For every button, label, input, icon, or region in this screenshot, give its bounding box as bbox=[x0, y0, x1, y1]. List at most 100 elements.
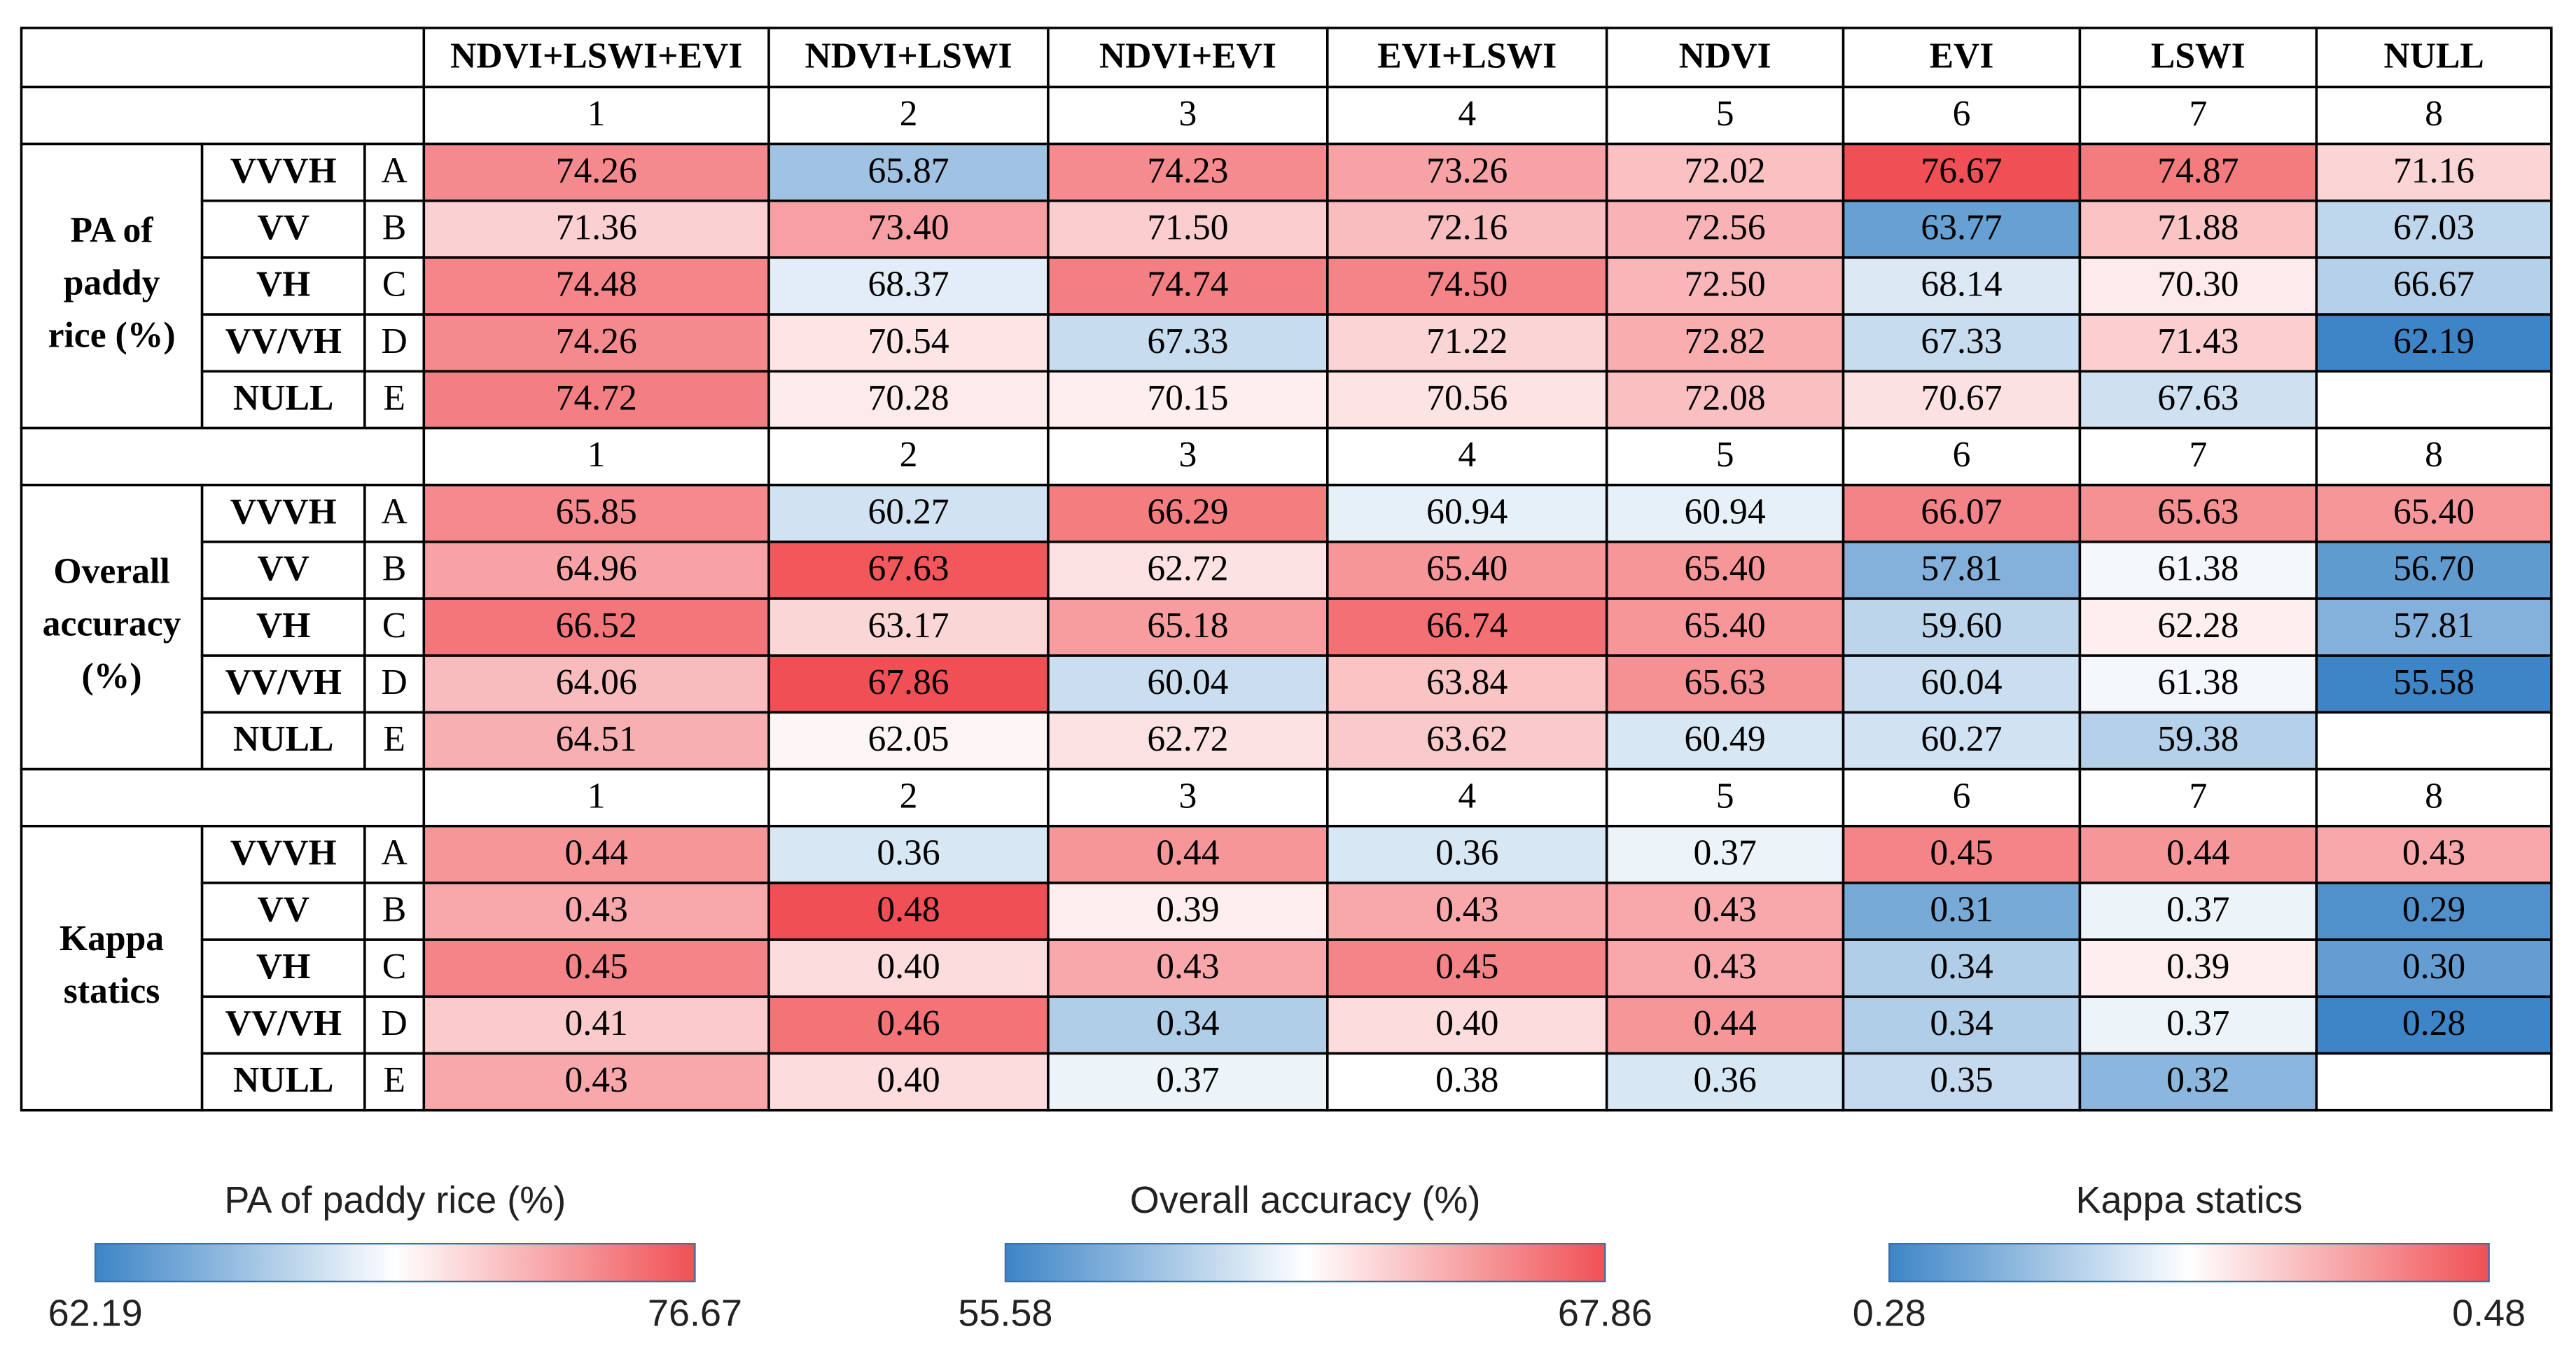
cell-value: 0.43 bbox=[1693, 890, 1756, 930]
value-cell bbox=[1047, 1052, 1329, 1112]
value-cell bbox=[2315, 483, 2553, 543]
number-cell bbox=[1047, 426, 1329, 487]
number-cell bbox=[2078, 767, 2318, 828]
column-number: 7 bbox=[2189, 435, 2207, 475]
number-row-blank bbox=[20, 426, 426, 487]
column-number: 5 bbox=[1716, 94, 1734, 134]
cell-value: 0.34 bbox=[1930, 947, 1993, 987]
cell-value: 0.48 bbox=[877, 890, 940, 930]
section-label: accuracy bbox=[43, 604, 181, 643]
cell-value: 74.26 bbox=[556, 321, 637, 361]
value-cell bbox=[1326, 995, 1608, 1055]
row-letter: A bbox=[381, 151, 407, 190]
cell-value: 66.07 bbox=[1921, 492, 2002, 531]
value-cell bbox=[2315, 597, 2553, 657]
section-label-cell bbox=[20, 142, 204, 430]
value-cell bbox=[2078, 711, 2318, 771]
value-cell bbox=[422, 142, 770, 202]
cell-value: 72.82 bbox=[1685, 321, 1766, 361]
value-cell bbox=[1605, 313, 1845, 373]
cell-value: 65.85 bbox=[556, 492, 637, 531]
column-header: NDVI+LSWI bbox=[805, 36, 1012, 76]
value-cell bbox=[767, 938, 1050, 998]
cell-value: 65.40 bbox=[1685, 606, 1766, 646]
number-cell bbox=[2315, 767, 2553, 828]
cell-value: 0.35 bbox=[1930, 1060, 1993, 1100]
cell-value: 63.84 bbox=[1426, 662, 1508, 702]
header-cell bbox=[2315, 27, 2553, 89]
column-number: 2 bbox=[900, 435, 918, 475]
cell-value: 67.86 bbox=[868, 662, 949, 702]
column-number: 3 bbox=[1178, 776, 1197, 816]
value-cell bbox=[2078, 256, 2318, 316]
value-cell bbox=[2078, 483, 2318, 543]
header-blank bbox=[20, 27, 426, 89]
cell-value: 74.74 bbox=[1147, 265, 1228, 305]
cell-value: 68.14 bbox=[1921, 265, 2002, 305]
row-name: VH bbox=[256, 606, 310, 646]
cell-value: 72.50 bbox=[1685, 265, 1766, 305]
cell-value: 0.40 bbox=[877, 1060, 940, 1100]
value-cell bbox=[1605, 483, 1845, 543]
value-cell bbox=[2078, 597, 2318, 657]
number-cell bbox=[2315, 85, 2553, 146]
section-label: Kappa bbox=[60, 919, 164, 959]
cell-value: 0.43 bbox=[1693, 947, 1756, 987]
cell-value: 0.39 bbox=[2166, 947, 2229, 987]
value-cell bbox=[1842, 882, 2082, 941]
section-label-cell bbox=[20, 483, 204, 771]
value-cell bbox=[422, 882, 770, 941]
cell-value: 74.48 bbox=[556, 265, 637, 305]
cell-value: 64.96 bbox=[556, 549, 637, 589]
cell-value: 66.67 bbox=[2393, 265, 2474, 305]
cell-value: 65.40 bbox=[2393, 492, 2474, 531]
cell-value: 71.50 bbox=[1147, 208, 1228, 248]
row-name: VV bbox=[257, 549, 309, 589]
value-cell bbox=[1605, 597, 1845, 657]
row-name-cell bbox=[200, 483, 366, 543]
cell-value: 71.16 bbox=[2393, 151, 2474, 190]
cell-value: 57.81 bbox=[2393, 606, 2474, 646]
cell-value: 74.26 bbox=[556, 151, 637, 190]
row-letter-cell bbox=[363, 541, 426, 600]
cell-value: 62.72 bbox=[1147, 549, 1228, 589]
value-cell bbox=[422, 938, 770, 998]
cell-value: 0.37 bbox=[1693, 833, 1756, 873]
column-number: 4 bbox=[1458, 435, 1476, 475]
cell-value: 0.43 bbox=[1435, 890, 1498, 930]
section-label: paddy bbox=[64, 263, 160, 302]
row-letter: C bbox=[382, 265, 406, 305]
value-cell bbox=[422, 654, 770, 714]
cell-value: 0.41 bbox=[565, 1003, 628, 1043]
cell-value: 0.30 bbox=[2402, 947, 2465, 987]
row-name: VV/VH bbox=[225, 321, 342, 361]
number-cell bbox=[2078, 426, 2318, 487]
cell-value: 0.28 bbox=[2402, 1003, 2465, 1043]
cell-value: 0.46 bbox=[877, 1003, 940, 1043]
cell-value: 76.67 bbox=[1921, 151, 2002, 190]
cell-value: 0.32 bbox=[2166, 1060, 2229, 1100]
number-cell bbox=[1326, 767, 1608, 828]
cell-value: 65.40 bbox=[1426, 549, 1508, 589]
column-number: 8 bbox=[2425, 435, 2443, 475]
cell-value: 0.29 bbox=[2402, 890, 2465, 930]
row-letter-cell bbox=[363, 142, 426, 202]
value-cell bbox=[767, 711, 1050, 771]
value-cell bbox=[1605, 824, 1845, 884]
value-cell bbox=[1047, 654, 1329, 714]
row-name-cell bbox=[200, 597, 366, 657]
row-letter: E bbox=[383, 378, 405, 418]
cell-value: 59.60 bbox=[1921, 606, 2002, 646]
value-cell bbox=[2315, 256, 2553, 316]
row-name-cell bbox=[200, 199, 366, 259]
cell-value: 0.44 bbox=[1156, 833, 1219, 873]
cell-value: 70.15 bbox=[1147, 378, 1228, 418]
column-number: 7 bbox=[2189, 776, 2207, 816]
value-cell bbox=[1605, 1052, 1845, 1112]
row-name-cell bbox=[200, 313, 366, 373]
cell-value: 73.26 bbox=[1426, 151, 1508, 190]
cell-value: 0.31 bbox=[1930, 890, 1993, 930]
colorbar-min: 0.28 bbox=[1853, 1293, 1926, 1335]
section-label: PA of bbox=[71, 210, 154, 250]
value-cell bbox=[1326, 1052, 1608, 1112]
